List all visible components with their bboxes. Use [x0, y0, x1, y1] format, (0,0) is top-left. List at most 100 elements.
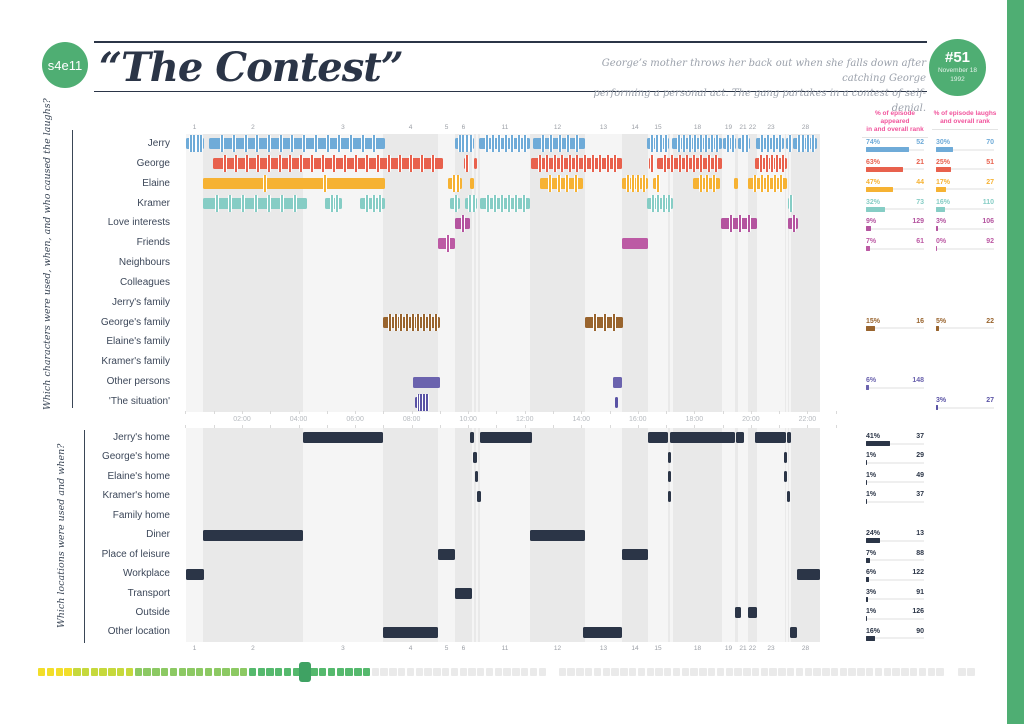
timeline-bar[interactable]: [788, 194, 794, 212]
timeline-bar[interactable]: [670, 432, 736, 444]
episode-segment[interactable]: [64, 668, 72, 676]
timeline-bar[interactable]: [747, 607, 758, 619]
timeline-bar[interactable]: [533, 135, 585, 153]
episode-segment[interactable]: [769, 668, 777, 676]
episode-segment[interactable]: [477, 668, 485, 676]
timeline-bar[interactable]: [464, 155, 469, 173]
episode-segment[interactable]: [310, 668, 318, 676]
timeline-bar[interactable]: [672, 135, 722, 153]
episode-segment[interactable]: [716, 668, 725, 676]
timeline-bar[interactable]: [755, 432, 787, 444]
timeline-bar[interactable]: [667, 451, 671, 463]
episode-segment[interactable]: [204, 668, 213, 676]
timeline-bar[interactable]: [720, 214, 758, 232]
episode-segment[interactable]: [231, 668, 239, 676]
episode-segment[interactable]: [804, 668, 812, 676]
timeline-bar[interactable]: [621, 237, 648, 249]
episode-segment[interactable]: [813, 668, 821, 676]
timeline-bar[interactable]: [667, 490, 671, 502]
episode-segment[interactable]: [558, 668, 567, 676]
timeline-bar[interactable]: [735, 432, 744, 444]
episode-segment[interactable]: [822, 668, 830, 676]
timeline-bar[interactable]: [479, 194, 530, 212]
episode-segment[interactable]: [529, 668, 538, 676]
episode-segment[interactable]: [538, 668, 546, 676]
episode-segment[interactable]: [637, 668, 646, 676]
episode-segment[interactable]: [125, 668, 134, 676]
episode-segment[interactable]: [725, 668, 733, 676]
episode-segment[interactable]: [494, 668, 503, 676]
timeline-bar[interactable]: [454, 588, 473, 599]
episode-segment[interactable]: [611, 668, 619, 676]
timeline-bar[interactable]: [792, 135, 817, 153]
episode-segment[interactable]: [362, 668, 371, 676]
episode-segment[interactable]: [108, 668, 116, 676]
timeline-bar[interactable]: [474, 471, 478, 483]
episode-segment[interactable]: [55, 668, 63, 676]
episode-nav-handle[interactable]: [299, 662, 312, 682]
timeline-bar[interactable]: [302, 432, 384, 444]
timeline-bar[interactable]: [796, 568, 821, 580]
episode-segment[interactable]: [760, 668, 769, 676]
episode-segment[interactable]: [178, 668, 186, 676]
timeline-bar[interactable]: [383, 626, 439, 638]
timeline-bar[interactable]: [470, 432, 474, 444]
episode-segment[interactable]: [187, 668, 195, 676]
episode-segment[interactable]: [389, 668, 397, 676]
episode-segment[interactable]: [778, 668, 786, 676]
timeline-bar[interactable]: [209, 135, 386, 153]
timeline-bar[interactable]: [647, 194, 673, 212]
episode-segment[interactable]: [690, 668, 698, 676]
episode-segment[interactable]: [196, 668, 204, 676]
episode-segment[interactable]: [567, 668, 575, 676]
episode-segment[interactable]: [222, 668, 230, 676]
episode-segment[interactable]: [371, 668, 380, 676]
timeline-bar[interactable]: [788, 214, 798, 232]
episode-segment[interactable]: [160, 668, 169, 676]
timeline-bar[interactable]: [584, 314, 623, 332]
episode-segment[interactable]: [73, 668, 81, 676]
episode-segment[interactable]: [169, 668, 178, 676]
timeline-bar[interactable]: [657, 155, 722, 173]
episode-segment[interactable]: [602, 668, 610, 676]
episode-segment[interactable]: [848, 668, 856, 676]
episode-segment[interactable]: [787, 668, 795, 676]
timeline-bar[interactable]: [474, 158, 477, 170]
episode-segment[interactable]: [406, 668, 415, 676]
episode-segment[interactable]: [152, 668, 160, 676]
timeline-bar[interactable]: [582, 626, 622, 638]
episode-segment[interactable]: [512, 668, 520, 676]
timeline-bar[interactable]: [653, 175, 661, 193]
episode-segment[interactable]: [585, 668, 593, 676]
episode-segment[interactable]: [213, 668, 222, 676]
timeline-bar[interactable]: [723, 135, 736, 153]
timeline-bar[interactable]: [531, 155, 622, 173]
episode-navigator-slider[interactable]: [38, 662, 975, 682]
timeline-bar[interactable]: [786, 490, 791, 502]
timeline-bar[interactable]: [647, 432, 669, 444]
episode-segment[interactable]: [620, 668, 628, 676]
episode-segment[interactable]: [646, 668, 654, 676]
timeline-bar[interactable]: [415, 393, 429, 411]
episode-segment[interactable]: [239, 668, 248, 676]
episode-segment[interactable]: [275, 668, 283, 676]
timeline-bar[interactable]: [470, 178, 474, 190]
episode-segment[interactable]: [257, 668, 265, 676]
episode-segment[interactable]: [743, 668, 751, 676]
timeline-bar[interactable]: [383, 314, 441, 332]
episode-segment[interactable]: [883, 668, 891, 676]
timeline-bar[interactable]: [615, 396, 618, 408]
timeline-bar[interactable]: [186, 135, 204, 153]
episode-segment[interactable]: [433, 668, 441, 676]
episode-segment[interactable]: [927, 668, 935, 676]
episode-segment[interactable]: [266, 668, 274, 676]
episode-segment[interactable]: [134, 668, 142, 676]
episode-segment[interactable]: [398, 668, 406, 676]
episode-segment[interactable]: [857, 668, 865, 676]
episode-segment[interactable]: [699, 668, 707, 676]
episode-segment[interactable]: [576, 668, 584, 676]
timeline-bar[interactable]: [613, 376, 622, 388]
episode-segment[interactable]: [99, 668, 107, 676]
timeline-bar[interactable]: [212, 155, 443, 173]
episode-segment[interactable]: [593, 668, 602, 676]
